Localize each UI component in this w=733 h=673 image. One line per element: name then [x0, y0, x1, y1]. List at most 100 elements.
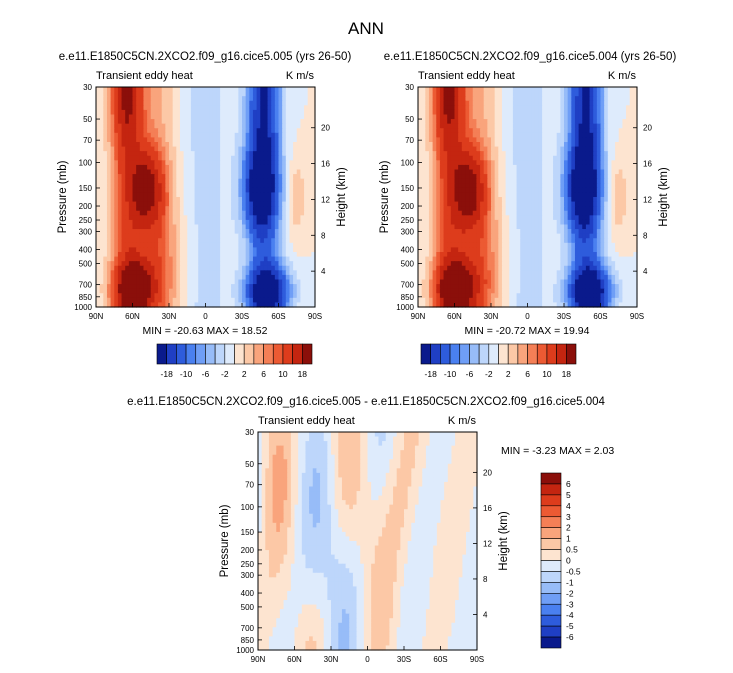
heatmap-cell [523, 155, 529, 161]
heatmap-cell [187, 137, 192, 143]
heatmap-cell [439, 160, 445, 166]
heatmap-cell [553, 174, 558, 180]
heatmap-cell [512, 192, 518, 198]
heatmap-cell [150, 261, 155, 267]
heatmap-cell [198, 174, 203, 180]
heatmap-cell [216, 219, 221, 226]
heatmap-cell [439, 206, 445, 212]
heatmap-cell [567, 146, 572, 152]
heatmap-cell [542, 155, 547, 161]
heatmap-cell [252, 91, 258, 97]
heatmap-cell [231, 91, 236, 97]
heatmap-cell [633, 178, 638, 184]
heatmap-cell [600, 178, 605, 184]
heatmap-cell [245, 142, 250, 148]
heatmap-cell [209, 151, 214, 157]
heatmap-cell [567, 109, 572, 116]
heatmap-cell [198, 201, 203, 207]
heatmap-cell [169, 229, 174, 235]
heatmap-cell [212, 265, 218, 271]
heatmap-cell [578, 91, 583, 97]
heatmap-cell [274, 146, 280, 152]
heatmap-cell [136, 238, 141, 244]
heatmap-cell [212, 174, 218, 180]
heatmap-cell [158, 119, 163, 125]
heatmap-cell [439, 114, 445, 120]
heatmap-cell [491, 123, 496, 129]
heatmap-cell [428, 128, 434, 134]
heatmap-cell [121, 219, 126, 226]
heatmap-cell [523, 91, 529, 97]
heatmap-cell [611, 146, 616, 152]
heatmap-cell [574, 206, 580, 212]
heatmap-cell [607, 224, 613, 230]
heatmap-cell [458, 109, 463, 116]
heatmap-cell [480, 192, 485, 198]
heatmap-cell [96, 119, 101, 125]
heatmap-cell [491, 132, 496, 139]
heatmap-cell [450, 233, 456, 239]
heatmap-cell [574, 128, 580, 134]
heatmap-cell [274, 169, 280, 175]
heatmap-cell [293, 265, 298, 271]
heatmap-cell [132, 128, 137, 134]
heatmap-cell [227, 284, 232, 290]
heatmap-cell [187, 201, 192, 207]
heatmap-cell [121, 87, 126, 93]
heatmap-cell [553, 160, 558, 166]
heatmap-cell [545, 164, 550, 171]
heatmap-cell [436, 206, 441, 212]
heatmap-cell [263, 210, 269, 216]
heatmap-cell [527, 91, 532, 97]
panel-1-plot: 3050701001502002503004005007008501000201… [57, 83, 348, 321]
heatmap-cell [274, 96, 280, 102]
heatmap-cell [505, 219, 510, 226]
heatmap-cell [158, 123, 163, 129]
heatmap-cell [501, 105, 507, 111]
heatmap-cell [106, 174, 112, 180]
heatmap-cell [274, 270, 280, 276]
heatmap-cell [121, 201, 126, 207]
x-tick-label: 60S [271, 312, 285, 321]
heatmap-cell [172, 256, 177, 262]
panel-1-left-label: Transient eddy heat [96, 70, 193, 82]
heatmap-cell [289, 151, 294, 157]
heatmap-cell [311, 233, 316, 239]
heatmap-cell [183, 206, 188, 212]
heatmap-cell [447, 210, 452, 216]
heatmap-cell [589, 87, 594, 93]
heatmap-cell [103, 178, 108, 184]
heatmap-cell [304, 261, 309, 267]
heatmap-cell [117, 132, 123, 139]
heatmap-cell [509, 91, 514, 97]
heatmap-cell [567, 128, 572, 134]
heatmap-cell [282, 174, 287, 180]
heatmap-cell [242, 265, 247, 271]
heatmap-cell [472, 187, 477, 194]
heatmap-cell [114, 137, 119, 143]
heatmap-cell [626, 91, 631, 97]
heatmap-cell [106, 206, 112, 212]
heatmap-cell [274, 128, 280, 134]
heatmap-cell [267, 265, 272, 271]
heatmap-cell [585, 151, 591, 157]
heatmap-cell [564, 151, 569, 157]
heatmap-cell [487, 233, 492, 239]
heatmap-cell [158, 146, 163, 152]
heatmap-cell [450, 132, 456, 139]
heatmap-cell [498, 197, 503, 203]
heatmap-cell [285, 96, 291, 102]
heatmap-cell [128, 105, 134, 111]
heatmap-cell [480, 174, 485, 180]
heatmap-cell [454, 146, 459, 152]
heatmap-cell [220, 155, 225, 161]
heatmap-cell [223, 288, 228, 294]
heatmap-cell [278, 132, 283, 139]
heatmap-cell [491, 87, 496, 93]
heatmap-cell [169, 270, 174, 276]
heatmap-cell [190, 183, 196, 189]
heatmap-cell [498, 96, 503, 102]
heatmap-cell [300, 128, 305, 134]
heatmap-cell [271, 100, 276, 106]
heatmap-cell [209, 183, 214, 189]
